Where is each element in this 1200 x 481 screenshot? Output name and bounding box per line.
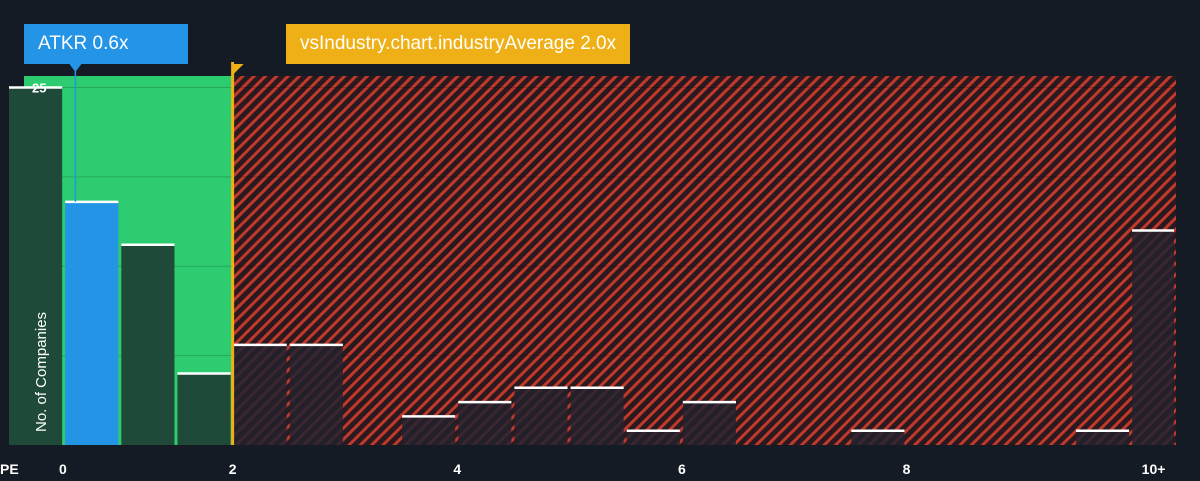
histogram-bar-12 <box>851 430 905 445</box>
value-markers <box>69 62 244 445</box>
histogram-bar-1 <box>65 201 119 445</box>
overvalued-zone <box>232 76 1177 445</box>
industry-average-callout: vsIndustry.chart.industryAverage 2.0x <box>286 24 631 64</box>
histogram-bar-7 <box>458 402 512 445</box>
histogram-bar-10 <box>626 430 680 445</box>
histogram-bar-9 <box>570 387 624 445</box>
x-tick-label-2: 4 <box>453 461 461 476</box>
x-tick-label-0: 0 <box>59 461 67 476</box>
histogram-bar-8 <box>514 387 568 445</box>
axes: PE No. of Companies 0 2 4 6 8 10+ 25 <box>0 80 1166 477</box>
histogram-bar-14 <box>1132 230 1174 445</box>
histogram-bar-13 <box>1075 430 1130 445</box>
histogram-bar-2 <box>121 244 175 445</box>
histogram-bar-11 <box>682 402 736 445</box>
histogram-bar-5 <box>289 344 343 445</box>
company-pe-callout: ATKR 0.6x <box>24 24 188 64</box>
x-tick-label-1: 2 <box>229 461 237 476</box>
histogram-bar-3 <box>177 373 231 445</box>
histogram-bar-6 <box>402 416 456 445</box>
y-axis-label: No. of Companies <box>33 312 50 432</box>
industry-marker-pointer <box>231 64 244 76</box>
x-axis-label: PE <box>0 461 19 476</box>
gridlines <box>24 86 1176 357</box>
x-tick-label-5: 10+ <box>1142 461 1166 476</box>
histogram-bars <box>9 86 1174 445</box>
x-tick-label-3: 6 <box>678 461 686 476</box>
histogram-bar-4 <box>233 344 287 445</box>
x-tick-label-4: 8 <box>903 461 911 476</box>
y-tick-label-0: 25 <box>32 80 46 95</box>
histogram-bar-0 <box>9 87 63 445</box>
company-marker-pointer <box>69 64 82 72</box>
